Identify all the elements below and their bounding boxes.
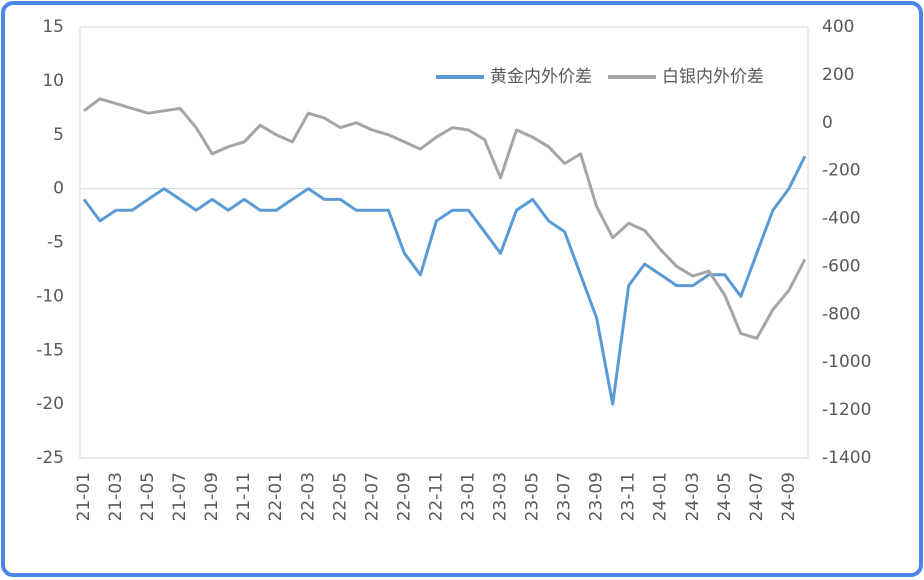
x-tick-label: 23-03	[491, 472, 511, 521]
y2-tick-label: -600	[822, 256, 861, 276]
x-tick-label: 22-07	[362, 472, 382, 521]
x-tick-label: 23-07	[555, 472, 575, 521]
x-tick-label: 24-03	[683, 472, 703, 521]
y2-tick-label: -800	[822, 304, 861, 324]
x-tick-label: 21-11	[234, 472, 254, 521]
y-tick-label: 10	[42, 71, 64, 91]
x-tick-label: 23-05	[523, 472, 543, 521]
x-tick-label: 21-01	[74, 472, 94, 521]
x-tick-label: 22-11	[426, 472, 446, 521]
plot-area	[79, 26, 809, 459]
y2-tick-label: 200	[822, 65, 854, 85]
x-tick-label: 22-03	[298, 472, 318, 521]
x-tick-label: 22-01	[266, 472, 286, 521]
y2-tick-label: -1200	[822, 400, 871, 420]
x-tick-label: 21-09	[202, 472, 222, 521]
y-tick-label: -20	[36, 394, 64, 414]
y2-tick-label: 0	[822, 113, 833, 133]
y-tick-label: -5	[47, 233, 64, 253]
x-tick-label: 21-03	[106, 472, 126, 521]
y-tick-label: -10	[36, 286, 64, 306]
x-tick-label: 24-09	[779, 472, 799, 521]
y2-tick-label: 400	[822, 17, 854, 37]
x-tick-label: 22-09	[394, 472, 414, 521]
x-tick-label: 21-07	[170, 472, 190, 521]
y-tick-label: 0	[53, 179, 64, 199]
x-tick-label: 24-05	[715, 472, 735, 521]
series-line	[82, 155, 807, 406]
y2-tick-label: -400	[822, 209, 861, 229]
x-tick-label: 23-01	[458, 472, 478, 521]
x-tick-label: 23-09	[587, 472, 607, 521]
x-tick-label: 24-07	[747, 472, 767, 521]
x-tick-label: 22-05	[330, 472, 350, 521]
series-line	[83, 97, 807, 340]
y-tick-label: 5	[53, 125, 64, 145]
y2-tick-label: -200	[822, 161, 861, 181]
y-tick-label: -15	[36, 340, 64, 360]
y-tick-label: 15	[42, 17, 64, 37]
x-tick-label: 21-05	[138, 472, 158, 521]
legend-label: 白银内外价差	[662, 67, 764, 87]
legend-label: 黄金内外价差	[490, 67, 592, 87]
y2-tick-label: -1400	[822, 448, 871, 468]
x-tick-label: 23-11	[619, 472, 639, 521]
y2-tick-label: -1000	[822, 352, 871, 372]
y-tick-label: -25	[36, 448, 64, 468]
x-tick-label: 24-01	[651, 472, 671, 521]
